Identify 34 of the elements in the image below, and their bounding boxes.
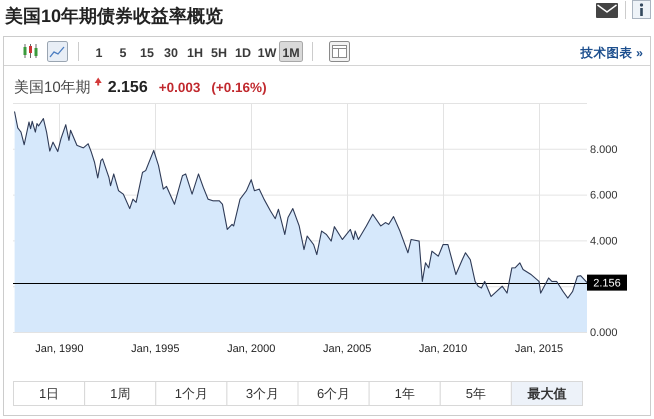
interval-label: 5 bbox=[120, 46, 126, 60]
title: 美国10年期债券收益率概览 bbox=[5, 6, 224, 26]
range-label: 6个月 bbox=[316, 386, 350, 401]
x-tick-label: Jan, 2005 bbox=[323, 343, 372, 355]
range-label: 1日 bbox=[38, 386, 60, 401]
interval-label: 5H bbox=[211, 46, 227, 60]
range-label: 1周 bbox=[110, 386, 130, 401]
x-tick-label: Jan, 1990 bbox=[35, 343, 84, 355]
range-label: 1个月 bbox=[174, 386, 208, 401]
technical-chart-link-label: 技术图表 » bbox=[580, 46, 643, 60]
range-label: 最大值 bbox=[527, 386, 566, 401]
interval-label: 30 bbox=[164, 46, 178, 60]
x-tick-label: Jan, 1995 bbox=[131, 343, 180, 355]
y-tick-label: 8.000 bbox=[590, 144, 618, 156]
quote-name-label: 美国10年期 bbox=[14, 79, 91, 96]
x-tick-label: Jan, 2000 bbox=[227, 343, 276, 355]
interval-label: 1 bbox=[96, 46, 102, 60]
interval-label: 1H bbox=[187, 46, 203, 60]
ref-line-label: 2.156 bbox=[593, 278, 621, 290]
interval-label: 1D bbox=[235, 46, 251, 60]
quote-price-label: 2.156 bbox=[108, 79, 148, 96]
quote-change-percent-label: (+0.16%) bbox=[211, 80, 267, 95]
range-label: 5年 bbox=[466, 386, 486, 401]
x-tick-label: Jan, 2010 bbox=[418, 343, 468, 355]
y-tick-label: 4.000 bbox=[590, 235, 618, 248]
quote-change-label: +0.003 bbox=[158, 80, 200, 95]
interval-label: 15 bbox=[140, 46, 154, 60]
y-tick-label: 0.000 bbox=[590, 327, 618, 339]
range-label: 1年 bbox=[394, 386, 415, 401]
y-tick-label: 6.000 bbox=[590, 190, 618, 202]
interval-label: 1M bbox=[282, 46, 300, 60]
interval-label: 1W bbox=[258, 46, 276, 60]
range-label: 3个月 bbox=[246, 386, 280, 401]
x-tick-label: Jan, 2015 bbox=[514, 343, 564, 355]
